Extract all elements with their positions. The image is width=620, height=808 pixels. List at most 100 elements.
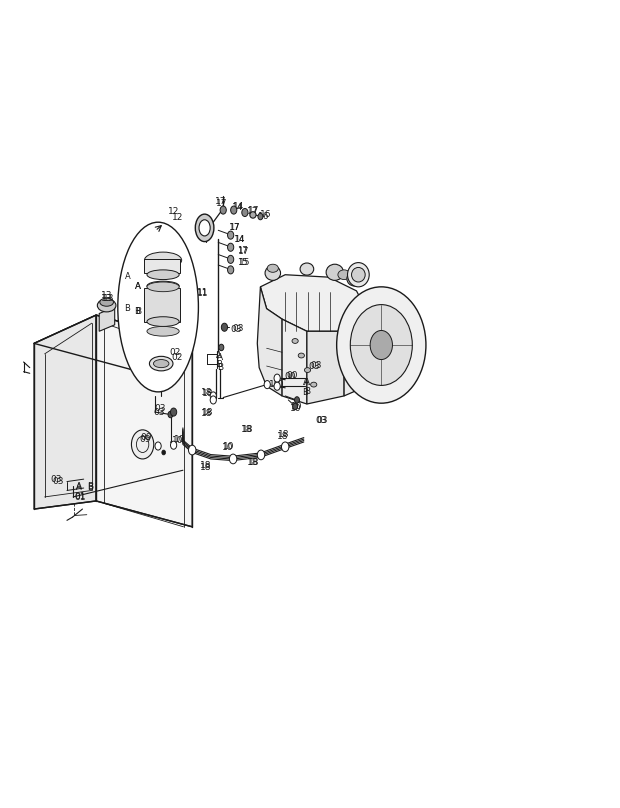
Text: 03: 03 — [310, 360, 322, 370]
Circle shape — [293, 403, 298, 410]
Text: 11: 11 — [197, 288, 208, 297]
Circle shape — [242, 208, 248, 217]
Ellipse shape — [118, 222, 198, 392]
Circle shape — [229, 454, 237, 464]
Text: B: B — [217, 363, 223, 372]
Text: 12: 12 — [169, 207, 180, 217]
Circle shape — [337, 287, 426, 403]
Circle shape — [188, 445, 196, 455]
Text: 10: 10 — [172, 436, 184, 445]
Text: A: A — [76, 482, 82, 491]
Circle shape — [228, 231, 234, 239]
Ellipse shape — [154, 360, 169, 368]
Circle shape — [221, 323, 228, 331]
Polygon shape — [99, 307, 115, 331]
Circle shape — [350, 305, 412, 385]
Ellipse shape — [311, 382, 317, 387]
Polygon shape — [307, 331, 344, 404]
Ellipse shape — [250, 212, 256, 218]
Text: 10: 10 — [222, 443, 234, 452]
Ellipse shape — [298, 353, 304, 358]
Text: 10: 10 — [269, 380, 281, 389]
Text: 10: 10 — [223, 441, 235, 451]
Ellipse shape — [100, 298, 113, 306]
Ellipse shape — [195, 214, 214, 242]
Circle shape — [370, 330, 392, 360]
Ellipse shape — [199, 220, 210, 236]
Text: B: B — [135, 306, 140, 316]
Text: 09: 09 — [140, 433, 152, 443]
Bar — [144, 259, 180, 273]
Text: 16: 16 — [260, 209, 272, 219]
Text: 18: 18 — [247, 458, 259, 468]
Circle shape — [228, 266, 234, 274]
Circle shape — [220, 206, 226, 214]
Polygon shape — [260, 275, 366, 331]
Text: B: B — [87, 482, 94, 491]
Circle shape — [231, 206, 237, 214]
Text: 01: 01 — [75, 493, 86, 503]
Text: 03: 03 — [309, 361, 321, 371]
Text: 10: 10 — [290, 403, 302, 413]
Text: 18: 18 — [202, 389, 214, 398]
Text: 18: 18 — [200, 388, 212, 398]
Text: 18: 18 — [242, 424, 254, 434]
Circle shape — [219, 344, 224, 351]
Ellipse shape — [147, 317, 179, 326]
Ellipse shape — [147, 326, 179, 336]
Ellipse shape — [147, 281, 179, 291]
Ellipse shape — [265, 266, 280, 280]
Text: B: B — [303, 388, 308, 398]
Polygon shape — [96, 315, 192, 527]
Circle shape — [294, 397, 299, 403]
Circle shape — [281, 442, 289, 452]
Text: 15: 15 — [239, 258, 250, 267]
Ellipse shape — [347, 263, 369, 287]
Ellipse shape — [300, 263, 314, 275]
Text: B: B — [304, 387, 310, 397]
Text: 17: 17 — [248, 205, 260, 215]
Circle shape — [170, 408, 177, 416]
Text: 03: 03 — [154, 404, 166, 414]
Ellipse shape — [147, 282, 179, 292]
Ellipse shape — [149, 356, 173, 371]
Text: 18: 18 — [200, 462, 212, 472]
Polygon shape — [34, 315, 192, 369]
Text: 10: 10 — [174, 435, 185, 444]
Ellipse shape — [147, 270, 179, 280]
Text: 03: 03 — [52, 477, 64, 486]
Polygon shape — [34, 315, 96, 509]
Circle shape — [264, 381, 270, 389]
Ellipse shape — [304, 368, 311, 372]
Text: 03: 03 — [232, 323, 244, 333]
Circle shape — [228, 243, 234, 251]
Circle shape — [162, 450, 166, 455]
Circle shape — [210, 396, 216, 404]
Circle shape — [274, 382, 280, 390]
Text: B: B — [135, 306, 141, 316]
Ellipse shape — [267, 264, 278, 272]
Text: 11: 11 — [197, 288, 208, 298]
Text: 10: 10 — [273, 380, 285, 389]
Text: A: A — [303, 378, 308, 388]
Text: 17: 17 — [229, 223, 240, 233]
Circle shape — [258, 213, 263, 220]
Text: 18: 18 — [277, 431, 288, 441]
Text: A: A — [304, 377, 310, 387]
Text: A: A — [135, 282, 140, 292]
Polygon shape — [282, 319, 307, 404]
Text: 17: 17 — [229, 223, 241, 233]
Text: 09: 09 — [140, 435, 151, 444]
Text: 13: 13 — [101, 291, 113, 301]
Text: A: A — [135, 282, 141, 292]
Text: B: B — [124, 304, 130, 314]
Text: 01: 01 — [75, 492, 86, 502]
Text: A: A — [217, 352, 223, 362]
Text: 03: 03 — [315, 416, 327, 426]
Text: 17: 17 — [237, 246, 249, 256]
Text: 02: 02 — [170, 347, 181, 357]
Ellipse shape — [292, 339, 298, 343]
Text: 18: 18 — [248, 457, 260, 467]
Text: 03: 03 — [316, 415, 328, 425]
Circle shape — [228, 255, 234, 263]
